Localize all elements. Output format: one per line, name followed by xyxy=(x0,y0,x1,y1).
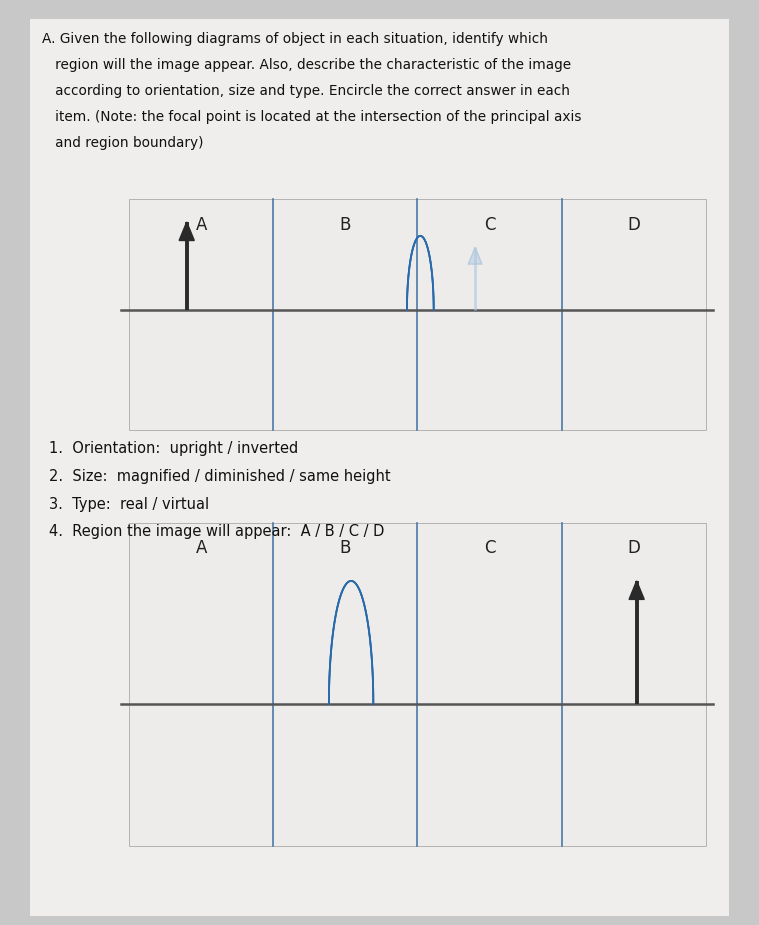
Text: 1.  Orientation:  upright / inverted: 1. Orientation: upright / inverted xyxy=(49,441,298,456)
Polygon shape xyxy=(629,581,644,599)
FancyBboxPatch shape xyxy=(30,18,729,916)
Text: region will the image appear. Also, describe the characteristic of the image: region will the image appear. Also, desc… xyxy=(42,58,571,72)
Text: C: C xyxy=(483,539,496,557)
Text: A. Given the following diagrams of object in each situation, identify which: A. Given the following diagrams of objec… xyxy=(42,32,548,46)
Text: item. (Note: the focal point is located at the intersection of the principal axi: item. (Note: the focal point is located … xyxy=(42,110,581,124)
Text: 3.  Type:  real / virtual: 3. Type: real / virtual xyxy=(49,497,209,512)
Polygon shape xyxy=(329,581,373,704)
Text: 4.  Region the image will appear:  A / B / C / D: 4. Region the image will appear: A / B /… xyxy=(49,524,385,539)
Polygon shape xyxy=(468,247,482,265)
FancyBboxPatch shape xyxy=(129,523,706,846)
Text: and region boundary): and region boundary) xyxy=(42,136,203,150)
Polygon shape xyxy=(407,236,433,310)
Text: C: C xyxy=(483,216,496,233)
Text: D: D xyxy=(628,539,640,557)
FancyBboxPatch shape xyxy=(129,199,706,430)
Text: A: A xyxy=(196,216,206,233)
Polygon shape xyxy=(179,222,194,241)
Text: B: B xyxy=(340,216,351,233)
Text: D: D xyxy=(628,216,640,233)
Text: according to orientation, size and type. Encircle the correct answer in each: according to orientation, size and type.… xyxy=(42,84,570,98)
Text: B: B xyxy=(340,539,351,557)
Text: 2.  Size:  magnified / diminished / same height: 2. Size: magnified / diminished / same h… xyxy=(49,469,391,484)
Text: A: A xyxy=(196,539,206,557)
